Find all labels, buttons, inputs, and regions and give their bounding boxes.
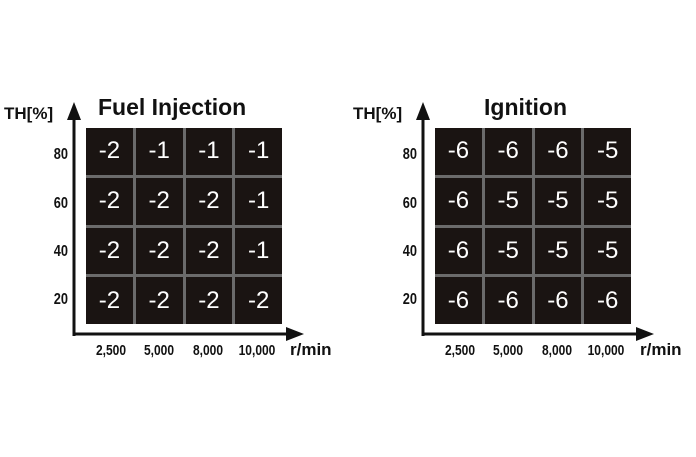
fuel-injection-cell: -2 — [185, 177, 233, 225]
fuel-injection-title: Fuel Injection — [98, 94, 247, 120]
ignition-cell: -6 — [484, 128, 532, 175]
fuel-injection-cell: -2 — [135, 227, 183, 275]
fuel-injection-cell: -2 — [185, 277, 233, 324]
ignition-x-tick: 8,000 — [541, 342, 573, 359]
fuel-injection-cell: -2 — [86, 128, 133, 175]
ignition-grid: -6 -6 -6 -5 -6 -5 -5 -5 -6 -5 -5 -5 -6 -… — [435, 128, 631, 324]
ignition-x-tick: 10,000 — [587, 342, 625, 359]
ignition-cell: -5 — [484, 177, 532, 225]
ignition-cell: -6 — [484, 277, 532, 324]
fuel-injection-cell: -2 — [135, 177, 183, 225]
ignition-y-axis-label: TH[%] — [353, 104, 403, 123]
fuel-injection-cell: -2 — [86, 227, 133, 275]
ignition-cell: -5 — [584, 227, 631, 275]
ignition-cell: -5 — [584, 177, 631, 225]
ignition-y-tick: 20 — [402, 291, 417, 308]
fuel-injection-cell: -2 — [86, 177, 133, 225]
ignition-cell: -6 — [584, 277, 631, 324]
ignition-cell: -5 — [534, 177, 582, 225]
fuel-injection-x-tick: 8,000 — [192, 342, 224, 359]
fuel-injection-cell: -1 — [235, 177, 282, 225]
fuel-injection-x-tick: 10,000 — [238, 342, 276, 359]
fuel-injection-y-tick: 60 — [53, 195, 68, 212]
ignition-cell: -6 — [534, 277, 582, 324]
fuel-injection-grid: -2 -1 -1 -1 -2 -2 -2 -1 -2 -2 -2 -1 -2 -… — [86, 128, 282, 324]
ignition-cell: -6 — [435, 227, 482, 275]
fuel-injection-y-tick: 80 — [53, 146, 68, 163]
ignition-cell: -5 — [484, 227, 532, 275]
ignition-chart: TH[%] Ignition 80 60 40 20 -6 -6 -6 -5 -… — [348, 0, 696, 457]
fuel-injection-chart: TH[%] Fuel Injection 80 60 40 20 -2 -1 -… — [4, 94, 332, 359]
ignition-y-tick: 40 — [402, 243, 417, 260]
ignition-x-tick: 2,500 — [444, 342, 476, 359]
ignition-cell: -6 — [534, 128, 582, 175]
ignition-y-tick: 80 — [402, 146, 417, 163]
ignition-x-tick: 5,000 — [492, 342, 524, 359]
ignition-cell: -5 — [534, 227, 582, 275]
ignition-cell: -6 — [435, 128, 482, 175]
fuel-injection-cell: -1 — [235, 227, 282, 275]
fuel-injection-cell: -2 — [235, 277, 282, 324]
ignition-cell: -6 — [435, 177, 482, 225]
ignition-cell: -5 — [584, 128, 631, 175]
fuel-injection-x-axis-label: r/min — [290, 340, 332, 359]
fuel-injection-cell: -2 — [86, 277, 133, 324]
ignition-y-tick: 60 — [402, 195, 417, 212]
ignition-axes — [416, 102, 654, 341]
fuel-injection-cell: -2 — [135, 277, 183, 324]
ignition-cell: -6 — [435, 277, 482, 324]
fuel-injection-cell: -2 — [185, 227, 233, 275]
fuel-injection-cell: -1 — [135, 128, 183, 175]
fuel-injection-axes — [67, 102, 304, 341]
fuel-injection-y-tick: 40 — [53, 243, 68, 260]
fuel-injection-x-tick: 5,000 — [143, 342, 175, 359]
fuel-injection-y-tick: 20 — [53, 291, 68, 308]
fuel-injection-cell: -1 — [235, 128, 282, 175]
fuel-injection-y-axis-label: TH[%] — [4, 104, 54, 123]
ignition-x-axis-label: r/min — [640, 340, 682, 359]
fuel-injection-x-tick: 2,500 — [95, 342, 127, 359]
ignition-title: Ignition — [484, 94, 568, 120]
fuel-injection-cell: -1 — [185, 128, 233, 175]
